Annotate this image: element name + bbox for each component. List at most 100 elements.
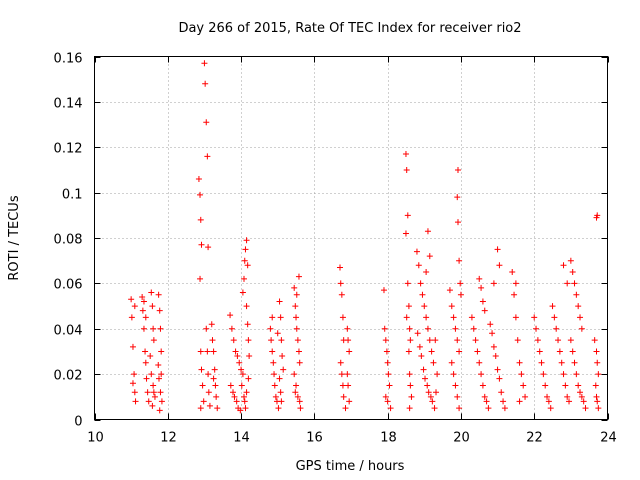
data-point <box>511 291 518 298</box>
data-point <box>564 393 571 400</box>
data-point <box>501 405 508 412</box>
data-point <box>197 348 204 355</box>
data-point <box>424 382 431 389</box>
data-point <box>241 257 248 264</box>
data-point <box>149 402 156 409</box>
data-point <box>571 359 578 366</box>
data-point <box>271 382 278 389</box>
data-point <box>408 393 415 400</box>
data-point <box>228 325 235 332</box>
data-point <box>474 348 481 355</box>
y-tick-label: 0.16 <box>54 52 83 67</box>
data-point <box>239 289 246 296</box>
data-point <box>538 359 545 366</box>
data-point <box>292 389 299 396</box>
data-point <box>593 393 600 400</box>
y-tick-label: 0 <box>74 415 82 430</box>
data-point <box>294 393 301 400</box>
data-point <box>384 359 391 366</box>
data-point <box>509 269 516 276</box>
data-point <box>243 237 250 244</box>
data-point <box>147 352 154 359</box>
data-point <box>277 389 284 396</box>
data-point <box>478 284 485 291</box>
data-point <box>457 291 464 298</box>
data-point <box>340 393 347 400</box>
data-point <box>483 398 490 405</box>
data-point <box>434 371 441 378</box>
data-points <box>128 60 602 414</box>
data-point <box>545 398 552 405</box>
data-point <box>214 405 221 412</box>
data-point <box>406 325 413 332</box>
data-point <box>208 321 215 328</box>
data-point <box>227 312 234 319</box>
y-tick-label: 0.12 <box>54 142 83 157</box>
data-point <box>426 337 433 344</box>
data-point <box>472 337 479 344</box>
data-point <box>295 348 302 355</box>
data-point <box>238 382 245 389</box>
data-point <box>456 257 463 264</box>
data-point <box>150 382 157 389</box>
data-point <box>423 314 430 321</box>
data-point <box>241 393 248 400</box>
data-point <box>381 325 388 332</box>
data-point <box>209 337 216 344</box>
data-point <box>402 230 409 237</box>
data-point <box>198 241 205 248</box>
data-point <box>346 398 353 405</box>
data-point <box>575 303 582 310</box>
data-point <box>274 330 281 337</box>
data-point <box>227 382 234 389</box>
data-point <box>492 352 499 359</box>
data-point <box>200 398 207 405</box>
data-point <box>470 325 477 332</box>
data-point <box>562 382 569 389</box>
data-point <box>131 371 138 378</box>
data-point <box>478 371 485 378</box>
data-point <box>131 389 138 396</box>
data-point <box>594 398 601 405</box>
data-point <box>203 119 210 126</box>
data-point <box>428 348 435 355</box>
data-point <box>404 280 411 287</box>
data-point <box>278 337 285 344</box>
data-point <box>339 382 346 389</box>
data-point <box>237 407 244 414</box>
data-point <box>293 382 300 389</box>
data-point <box>496 375 503 382</box>
data-point <box>231 393 238 400</box>
data-point <box>387 405 394 412</box>
data-point <box>540 371 547 378</box>
data-point <box>345 382 352 389</box>
data-point <box>155 362 162 369</box>
data-point <box>407 382 414 389</box>
data-point <box>454 219 461 226</box>
data-point <box>427 393 434 400</box>
data-point <box>242 405 249 412</box>
y-tick-label: 0.14 <box>54 97 83 112</box>
data-point <box>239 371 246 378</box>
data-point <box>276 375 283 382</box>
data-point <box>407 337 414 344</box>
data-point <box>490 280 497 287</box>
data-point <box>275 405 282 412</box>
x-tick-label: 14 <box>233 431 250 446</box>
y-axis-ticks: 0 0.02 0.04 0.06 0.08 0.1 0.12 0.14 0.16 <box>54 52 608 430</box>
data-point <box>230 389 237 396</box>
data-point <box>594 212 601 219</box>
data-point <box>155 291 162 298</box>
data-point <box>202 80 209 87</box>
data-point <box>500 398 507 405</box>
data-point <box>426 253 433 260</box>
data-point <box>205 389 212 396</box>
data-point <box>454 166 461 173</box>
data-point <box>403 166 410 173</box>
data-point <box>150 325 157 332</box>
data-point <box>380 287 387 294</box>
data-point <box>150 389 157 396</box>
data-point <box>151 393 158 400</box>
data-point <box>339 314 346 321</box>
